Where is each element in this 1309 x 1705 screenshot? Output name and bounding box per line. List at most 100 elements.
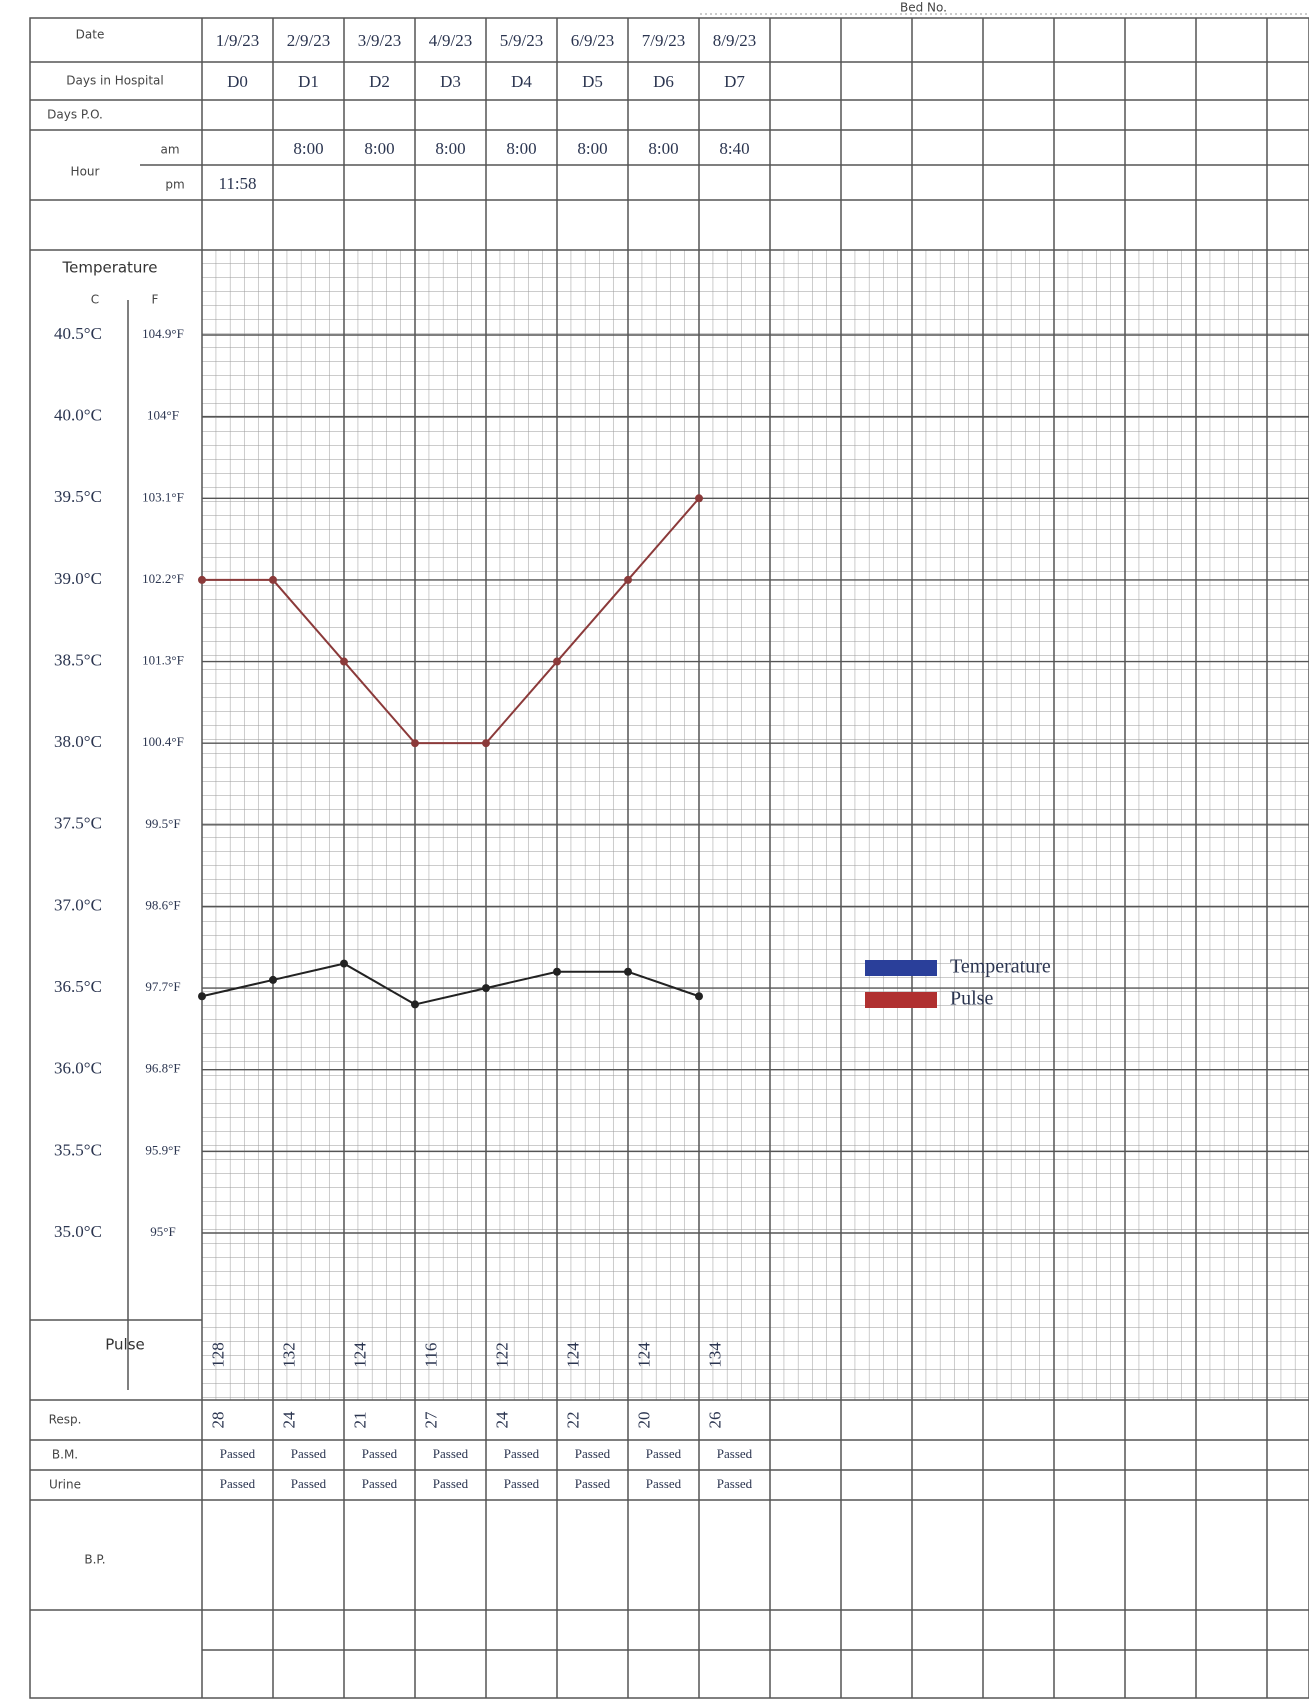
- label: Urine: [49, 1478, 81, 1492]
- legend-label: Pulse: [950, 988, 993, 1010]
- c-tick-label: 37.0°C: [54, 895, 102, 914]
- urine-value: Passed: [717, 1476, 753, 1491]
- bm-value: Passed: [220, 1446, 256, 1461]
- urine-value: Passed: [575, 1476, 611, 1491]
- resp-value: 28: [208, 1412, 227, 1429]
- c-tick-label: 40.0°C: [54, 406, 102, 425]
- pulse-value: 124: [634, 1342, 653, 1368]
- pulse-value: 134: [705, 1342, 724, 1368]
- label: Pulse: [105, 1336, 145, 1354]
- resp-value: 21: [350, 1412, 369, 1429]
- date: 6/9/23: [571, 31, 614, 50]
- point: [198, 992, 206, 1000]
- f-tick-label: 104°F: [147, 408, 179, 423]
- bm-value: Passed: [433, 1446, 469, 1461]
- label: B.M.: [52, 1448, 78, 1462]
- resp-value: 24: [492, 1411, 511, 1429]
- f-tick-label: 102.2°F: [142, 571, 184, 586]
- point: [624, 968, 632, 976]
- urine-value: Passed: [362, 1476, 398, 1491]
- f-tick-label: 98.6°F: [145, 897, 180, 912]
- c-tick-label: 35.0°C: [54, 1222, 102, 1241]
- day: D5: [582, 72, 603, 91]
- legend-swatch: [865, 960, 937, 976]
- bed-no: Bed No.: [900, 1, 947, 15]
- label: C: [91, 293, 99, 307]
- c-tick-label: 37.5°C: [54, 814, 102, 833]
- c-tick-label: 36.0°C: [54, 1059, 102, 1078]
- label: Resp.: [49, 1413, 82, 1427]
- date: 8/9/23: [713, 31, 756, 50]
- resp-value: 22: [563, 1412, 582, 1429]
- label: pm: [165, 178, 184, 192]
- point: [269, 576, 277, 584]
- legend-swatch: [865, 992, 937, 1008]
- urine-value: Passed: [504, 1476, 540, 1491]
- f-tick-label: 100.4°F: [142, 734, 184, 749]
- resp-value: 27: [421, 1411, 440, 1429]
- date: 2/9/23: [287, 31, 330, 50]
- point: [411, 739, 419, 747]
- day: D2: [369, 72, 390, 91]
- point: [553, 658, 561, 666]
- am-hour: 8:00: [648, 139, 678, 158]
- resp-value: 24: [279, 1411, 298, 1429]
- c-tick-label: 39.0°C: [54, 569, 102, 588]
- point: [411, 1000, 419, 1008]
- point: [624, 576, 632, 584]
- point: [269, 976, 277, 984]
- label: B.P.: [84, 1553, 105, 1567]
- point: [340, 658, 348, 666]
- am-hour: 8:00: [293, 139, 323, 158]
- date: 4/9/23: [429, 31, 472, 50]
- bm-value: Passed: [575, 1446, 611, 1461]
- urine-value: Passed: [433, 1476, 469, 1491]
- bm-value: Passed: [504, 1446, 540, 1461]
- day: D7: [724, 72, 745, 91]
- point: [482, 984, 490, 992]
- point: [695, 992, 703, 1000]
- bm-value: Passed: [646, 1446, 682, 1461]
- am-hour: 8:00: [577, 139, 607, 158]
- point: [482, 739, 490, 747]
- pulse-value: 124: [563, 1342, 582, 1368]
- point: [198, 576, 206, 584]
- observation-chart: Bed No. Date Days in Hospital Days P.O. …: [0, 0, 1309, 1705]
- c-tick-label: 38.0°C: [54, 732, 102, 751]
- f-tick-label: 95.9°F: [145, 1142, 180, 1157]
- pulse-value: 132: [279, 1342, 298, 1368]
- pulse-value: 124: [350, 1342, 369, 1368]
- f-tick-label: 97.7°F: [145, 979, 180, 994]
- am-hour: 8:00: [364, 139, 394, 158]
- label: Hour: [71, 165, 100, 179]
- c-tick-label: 40.5°C: [54, 324, 102, 343]
- c-tick-label: 39.5°C: [54, 487, 102, 506]
- resp-value: 26: [705, 1412, 724, 1429]
- am-hour: 8:00: [506, 139, 536, 158]
- date: 1/9/23: [216, 31, 259, 50]
- f-tick-label: 104.9°F: [142, 326, 184, 341]
- pulse-value: 122: [492, 1342, 511, 1368]
- urine-value: Passed: [646, 1476, 682, 1491]
- f-tick-label: 99.5°F: [145, 816, 180, 831]
- day: D6: [653, 72, 674, 91]
- point: [340, 960, 348, 968]
- bm-value: Passed: [362, 1446, 398, 1461]
- f-tick-label: 95°F: [150, 1224, 175, 1239]
- label: Days P.O.: [47, 108, 103, 122]
- urine-value: Passed: [220, 1476, 256, 1491]
- am-hour: 8:40: [719, 139, 749, 158]
- day: D0: [227, 72, 248, 91]
- label: am: [160, 143, 179, 157]
- legend-label: Temperature: [950, 956, 1051, 978]
- resp-value: 20: [634, 1412, 653, 1429]
- c-tick-label: 36.5°C: [54, 977, 102, 996]
- day: D4: [511, 72, 532, 91]
- f-tick-label: 96.8°F: [145, 1061, 180, 1076]
- day: D1: [298, 72, 319, 91]
- label: F: [152, 293, 159, 307]
- date: 5/9/23: [500, 31, 543, 50]
- point: [695, 494, 703, 502]
- f-tick-label: 101.3°F: [142, 653, 184, 668]
- pm-hour: 11:58: [218, 174, 256, 193]
